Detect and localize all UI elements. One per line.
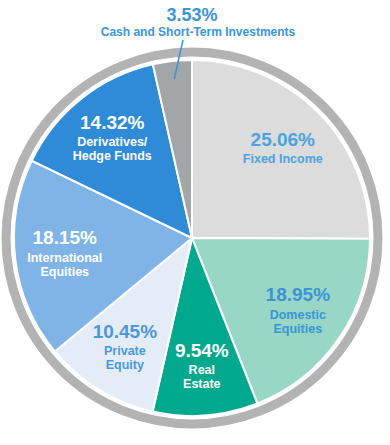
- svg-text:9.54%: 9.54%: [175, 340, 229, 361]
- svg-text:Private: Private: [104, 344, 146, 358]
- svg-text:International: International: [27, 251, 102, 265]
- svg-text:Domestic: Domestic: [270, 308, 326, 322]
- svg-text:Equities: Equities: [274, 322, 323, 336]
- svg-text:3.53%: 3.53%: [166, 5, 217, 25]
- svg-text:18.15%: 18.15%: [33, 227, 98, 248]
- svg-text:Equities: Equities: [40, 265, 89, 279]
- svg-text:25.06%: 25.06%: [251, 129, 316, 150]
- svg-text:10.45%: 10.45%: [93, 321, 158, 342]
- svg-text:18.95%: 18.95%: [266, 284, 331, 305]
- svg-text:Derivatives/: Derivatives/: [77, 135, 148, 149]
- svg-text:Hedge Funds: Hedge Funds: [73, 149, 152, 163]
- svg-text:Equity: Equity: [106, 358, 144, 372]
- svg-text:Estate: Estate: [183, 377, 221, 391]
- svg-text:14.32%: 14.32%: [80, 112, 145, 133]
- svg-text:Fixed Income: Fixed Income: [243, 152, 323, 166]
- svg-text:Cash and Short-Term Investment: Cash and Short-Term Investments: [101, 25, 296, 39]
- svg-text:Real: Real: [189, 363, 215, 377]
